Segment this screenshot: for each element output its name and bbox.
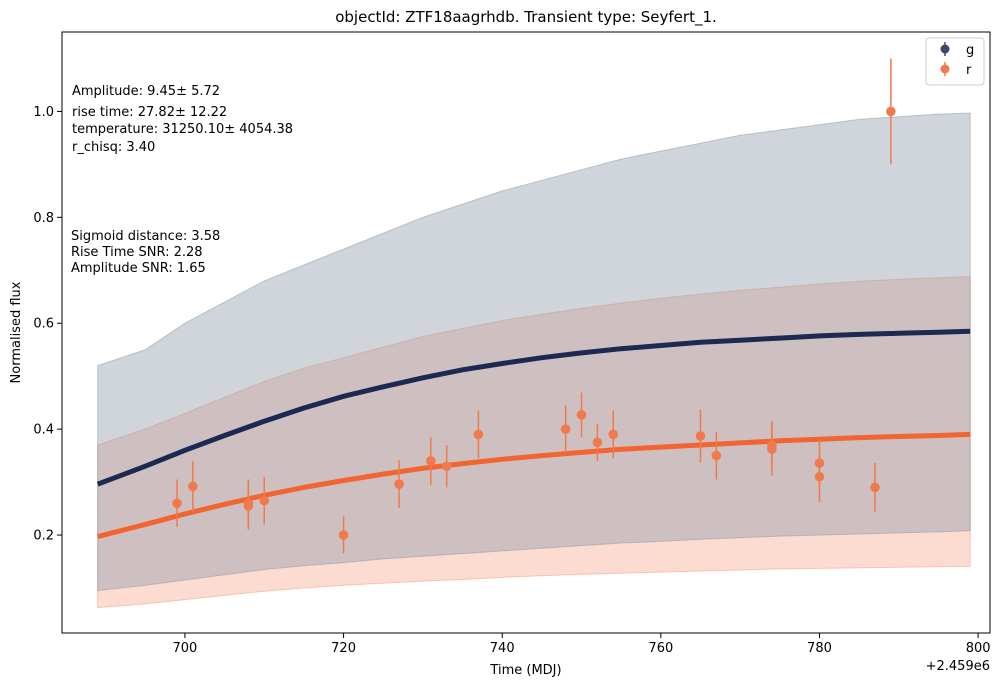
- legend-label-g: g: [966, 43, 974, 58]
- x-tick-label: 740: [490, 641, 515, 656]
- legend: g r: [925, 37, 985, 86]
- r-observation-point: [886, 106, 896, 117]
- r-observation-point: [441, 461, 452, 472]
- chart-title: objectId: ZTF18aagrhdb. Transient type: …: [335, 8, 717, 27]
- annotation-rise-time-snr: Rise Time SNR: 2.28: [71, 245, 203, 260]
- legend-box: [925, 37, 985, 86]
- axis-ticks: 700 720 740 760 780 800 0.2 0.4 0.6 0.8 1.0: [33, 105, 990, 656]
- legend-label-r: r: [966, 63, 972, 78]
- x-axis-offset-label: +2.459e6: [926, 659, 990, 674]
- legend-entry-r: r: [940, 62, 972, 78]
- annotation-sigmoid-distance: Sigmoid distance: 3.58: [71, 229, 220, 244]
- legend-marker-r: [940, 64, 950, 74]
- y-tick-label: 0.4: [33, 423, 54, 438]
- r-observation-point: [870, 482, 880, 493]
- r-observation-point: [188, 481, 198, 492]
- annotation-temperature: temperature: 31250.10± 4054.38: [72, 122, 293, 137]
- y-axis-label: Normalised flux: [9, 281, 24, 383]
- r-observation-point: [711, 450, 722, 461]
- x-tick-label: 720: [331, 641, 356, 656]
- annotation-r-chisq: r_chisq: 3.40: [72, 140, 155, 155]
- x-axis-label: Time (MDJ): [489, 663, 561, 678]
- r-observation-point: [695, 431, 706, 441]
- legend-marker-g: [940, 44, 950, 54]
- r-observation-point: [426, 456, 436, 466]
- fit-statistics-annotations: Amplitude: 9.45± 5.72 rise time: 27.82± …: [71, 84, 293, 276]
- r-observation-point: [608, 429, 619, 440]
- r-observation-point: [473, 429, 484, 440]
- r-observation-point: [243, 501, 254, 511]
- r-observation-point: [560, 424, 571, 434]
- r-observation-point: [338, 530, 349, 540]
- legend-entry-g: g: [940, 42, 974, 58]
- r-observation-point: [172, 498, 182, 509]
- x-tick-label: 700: [173, 641, 198, 656]
- annotation-rise-time: rise time: 27.82± 12.22: [72, 105, 227, 120]
- r-observation-point: [259, 495, 270, 506]
- y-tick-label: 0.8: [33, 211, 54, 226]
- r-observation-point: [394, 479, 404, 490]
- uncertainty-bands: [97, 112, 971, 609]
- y-tick-label: 1.0: [33, 105, 54, 120]
- y-tick-label: 0.6: [33, 317, 54, 332]
- r-band-model-line: [97, 431, 971, 540]
- observation-points: [172, 58, 896, 554]
- x-tick-label: 780: [807, 641, 832, 656]
- r-observation-point: [767, 444, 777, 455]
- r-observation-point: [592, 437, 603, 448]
- annotation-amplitude-snr: Amplitude SNR: 1.65: [71, 261, 206, 276]
- model-lines: [96, 328, 971, 540]
- r-observation-point: [814, 471, 825, 482]
- y-tick-label: 0.2: [33, 529, 54, 544]
- g-band-uncertainty-area: [97, 112, 971, 592]
- annotation-amplitude: Amplitude: 9.45± 5.72: [72, 84, 220, 99]
- r-band-uncertainty-area: [97, 276, 971, 609]
- g-band-model-line: [96, 328, 971, 487]
- r-observation-point: [576, 410, 587, 420]
- x-tick-label: 800: [966, 641, 991, 656]
- x-tick-label: 760: [648, 641, 673, 656]
- plot-frame: [61, 31, 991, 634]
